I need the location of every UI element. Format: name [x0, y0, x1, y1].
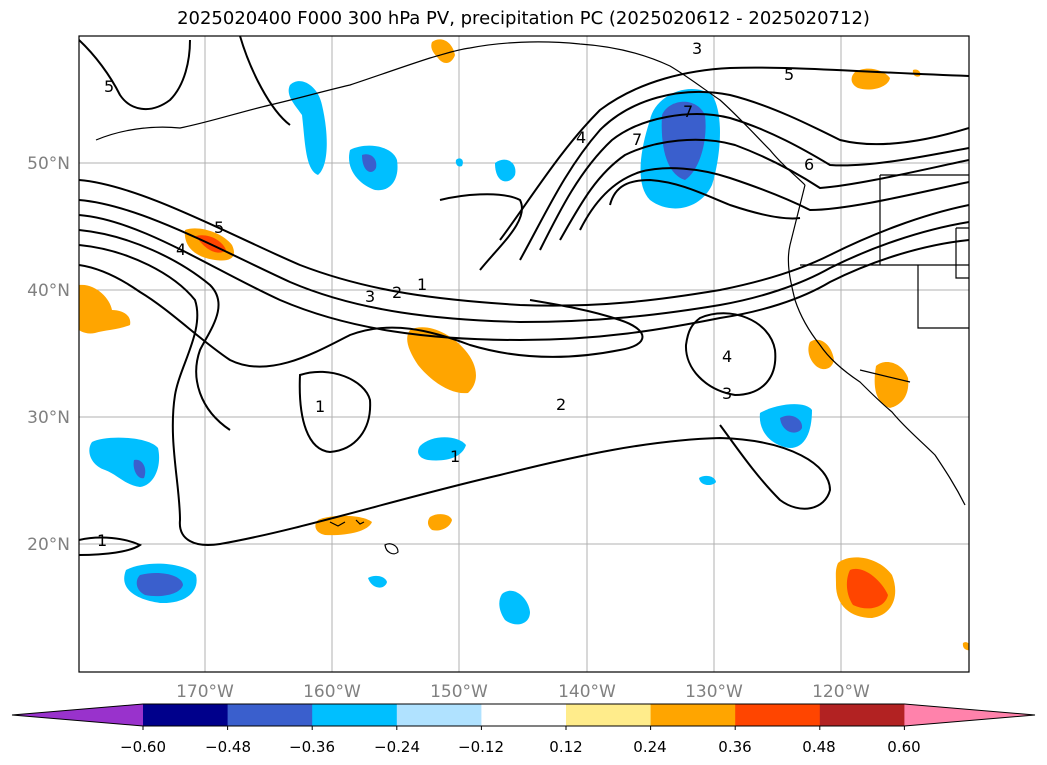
colorbar-segment: [481, 704, 567, 726]
colorbar-extend-left: [12, 704, 143, 726]
contour-label: 4: [176, 240, 186, 259]
contour-label: 3: [722, 384, 732, 403]
lon-label-140w: 140°W: [558, 682, 616, 702]
colorbar-tick-label: 0.12: [549, 738, 582, 756]
lon-label-130w: 130°W: [685, 682, 743, 702]
map-title: 2025020400 F000 300 hPa PV, precipitatio…: [177, 8, 870, 29]
colorbar-segment: [650, 704, 736, 726]
colorbar: [11, 703, 1036, 730]
colorbar-segment: [143, 704, 229, 726]
pv-contour-labels: 5 3 5 4 7 6 7 4 5 1 2 3 4 3 2 1 1 1: [97, 39, 814, 550]
lat-label-30n: 30°N: [27, 408, 70, 428]
contour-label: 7: [632, 130, 642, 149]
contour-label: 7: [683, 102, 693, 121]
lon-label-120w: 120°W: [812, 682, 870, 702]
contour-label: 1: [450, 447, 460, 466]
contour-label: 6: [804, 155, 814, 174]
colorbar-segment: [227, 704, 313, 726]
colorbar-tick-label: −0.36: [289, 738, 335, 756]
contour-label: 2: [556, 395, 566, 414]
contour-label: 1: [97, 531, 107, 550]
contour-label: 5: [214, 218, 224, 237]
latitude-labels: 50°N 40°N 30°N 20°N: [27, 154, 70, 555]
colorbar-tick-label: −0.12: [458, 738, 504, 756]
lat-label-20n: 20°N: [27, 535, 70, 555]
map-area: [79, 36, 969, 672]
pv-contours: [79, 36, 969, 556]
colorbar-segment: [312, 704, 398, 726]
colorbar-extend-right: [904, 704, 1035, 726]
precip-positive-areas: [79, 39, 969, 651]
islands: [329, 519, 399, 555]
colorbar-tick-label: −0.24: [374, 738, 420, 756]
colorbar-tick-label: −0.48: [205, 738, 251, 756]
lon-label-170w: 170°W: [176, 682, 234, 702]
contour-label: 3: [692, 39, 702, 58]
lon-label-150w: 150°W: [430, 682, 488, 702]
contour-label: 4: [576, 128, 586, 147]
contour-label: 5: [784, 65, 794, 84]
lon-label-160w: 160°W: [303, 682, 361, 702]
map-frame: [78, 35, 970, 673]
contour-label: 1: [417, 275, 427, 294]
colorbar-segment: [735, 704, 821, 726]
contour-label: 5: [104, 77, 114, 96]
lat-label-50n: 50°N: [27, 154, 70, 174]
contour-label: 3: [365, 287, 375, 306]
colorbar-tick-label: 0.36: [718, 738, 751, 756]
colorbar-tick-label: 0.48: [802, 738, 835, 756]
lat-label-40n: 40°N: [27, 281, 70, 301]
colorbar-tick-labels: −0.60 −0.48 −0.36 −0.24 −0.12 0.12 0.24 …: [120, 738, 921, 756]
contour-label: 4: [722, 347, 732, 366]
colorbar-segment: [566, 704, 652, 726]
contour-label: 2: [392, 283, 402, 302]
longitude-labels: 170°W 160°W 150°W 140°W 130°W 120°W: [176, 682, 870, 702]
colorbar-tick-label: 0.24: [633, 738, 666, 756]
colorbar-segment: [396, 704, 482, 726]
colorbar-segment: [819, 704, 905, 726]
contour-label: 1: [315, 397, 325, 416]
colorbar-tick-label: −0.60: [120, 738, 166, 756]
colorbar-tick-label: 0.60: [887, 738, 920, 756]
